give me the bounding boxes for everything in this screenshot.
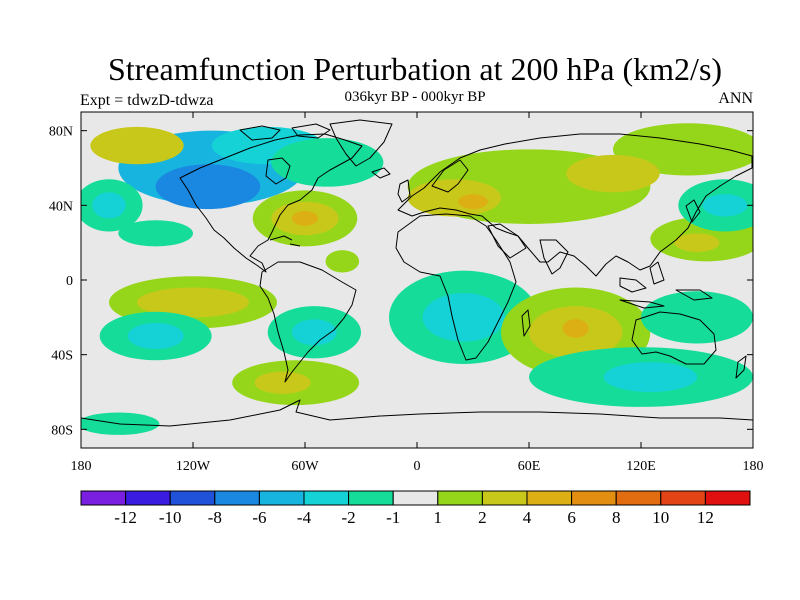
- coastline-north-america: [179, 133, 363, 273]
- anomaly-contour: [137, 287, 249, 318]
- y-tick-label: 0: [66, 274, 73, 289]
- colorbar-label: 12: [697, 508, 714, 527]
- map-title: Streamfunction Perturbation at 200 hPa (…: [107, 51, 723, 87]
- anomaly-contour: [118, 220, 193, 247]
- colorbar-swatch: [392, 490, 439, 506]
- x-tick-label: 180: [743, 459, 764, 474]
- colorbar-swatch: [615, 490, 662, 506]
- anomaly-contour: [603, 362, 697, 393]
- colorbar-label: 2: [478, 508, 487, 527]
- colorbar-label: 1: [434, 508, 443, 527]
- coastline-madagascar: [521, 309, 531, 337]
- map-subtitle: 036kyr BP - 000kyr BP: [344, 89, 486, 105]
- colorbar-label: 8: [612, 508, 621, 527]
- coastline-new-zealand: [735, 355, 747, 379]
- coastline-hudson-bay: [265, 157, 291, 185]
- colorbar-label: -1: [386, 508, 400, 527]
- coastline-arabia: [487, 223, 527, 259]
- anomaly-contour: [254, 371, 311, 394]
- x-tick-label: 60E: [518, 459, 541, 474]
- colorbar-swatch: [258, 490, 305, 506]
- anomaly-contour: [422, 293, 505, 342]
- colorbar-swatch: [303, 490, 350, 506]
- coastline-uk: [397, 179, 411, 203]
- coastline-caribbean: [269, 235, 301, 247]
- colorbar: -12 -10 -8 -6 -4 -2 -1 1 2 4 6 8 10 12: [80, 490, 751, 527]
- y-tick-label: 40N: [49, 199, 73, 214]
- coastline-australia: [631, 311, 717, 365]
- colorbar-swatch: [348, 490, 394, 506]
- anomaly-contour: [702, 194, 748, 217]
- anomaly-contour: [291, 210, 319, 226]
- x-tick-label: 180: [71, 459, 92, 474]
- x-tick-label: 0: [414, 459, 421, 474]
- anomaly-contour: [566, 154, 660, 193]
- coastline-africa: [395, 213, 517, 361]
- anomaly-contour: [407, 179, 502, 217]
- colorbar-swatch: [125, 490, 171, 506]
- colorbar-swatch: [169, 490, 216, 506]
- x-tick-label: 120W: [176, 459, 211, 474]
- coastline-greenland: [329, 119, 393, 167]
- anomaly-contour: [291, 319, 337, 346]
- colorbar-label: 6: [567, 508, 576, 527]
- colorbar-label: -12: [114, 508, 137, 527]
- coastline-india: [539, 239, 569, 275]
- anomaly-contour: [674, 233, 720, 253]
- colorbar-label: -10: [159, 508, 182, 527]
- coastline-scandinavia: [431, 159, 469, 193]
- colorbar-swatch: [571, 490, 617, 506]
- coastline-southeast-asia: [619, 261, 713, 309]
- coastline-antarctica: [81, 399, 753, 427]
- anomaly-contour: [127, 322, 184, 350]
- colorbar-swatch: [526, 490, 573, 506]
- anomaly-contour: [271, 138, 384, 187]
- colorbar-swatch: [481, 490, 528, 506]
- anomaly-contour: [92, 192, 126, 219]
- colorbar-swatch: [437, 490, 483, 506]
- x-tick-label: 60W: [291, 459, 319, 474]
- anomaly-contour: [325, 250, 360, 273]
- colorbar-swatch: [660, 490, 706, 506]
- season-label: ANN: [718, 90, 753, 107]
- coastline-japan: [685, 199, 701, 223]
- experiment-label: Expt = tdwzD-tdwza: [80, 92, 214, 109]
- anomaly-contour: [90, 126, 184, 165]
- colorbar-swatch: [80, 490, 127, 506]
- coastline-iceland: [371, 167, 391, 179]
- anomaly-contour: [641, 291, 753, 344]
- coastline-south-america: [259, 261, 357, 383]
- axis-ticks: 80N 40N 0 40S 80S 180 120W 60W 0 60E 120E 180: [49, 112, 764, 474]
- y-tick-label: 40S: [51, 349, 73, 364]
- colorbar-label: -4: [297, 508, 312, 527]
- colorbar-label: 10: [652, 508, 669, 527]
- colorbar-label: 4: [523, 508, 532, 527]
- colorbar-swatch: [704, 490, 751, 506]
- coastline-eurasia: [397, 133, 753, 277]
- y-tick-label: 80N: [49, 125, 73, 140]
- x-tick-label: 120E: [626, 459, 656, 474]
- colorbar-label: -6: [252, 508, 266, 527]
- coastlines: [81, 119, 753, 427]
- anomaly-contour: [458, 194, 488, 210]
- colorbar-label: -8: [208, 508, 222, 527]
- anomaly-contour: [155, 164, 261, 210]
- anomaly-fields: [81, 123, 753, 435]
- colorbar-label: -2: [342, 508, 356, 527]
- coastline-arctic-islands: [239, 123, 331, 141]
- anomaly-contour: [562, 319, 589, 338]
- y-tick-label: 80S: [51, 423, 73, 438]
- colorbar-swatch: [214, 490, 260, 506]
